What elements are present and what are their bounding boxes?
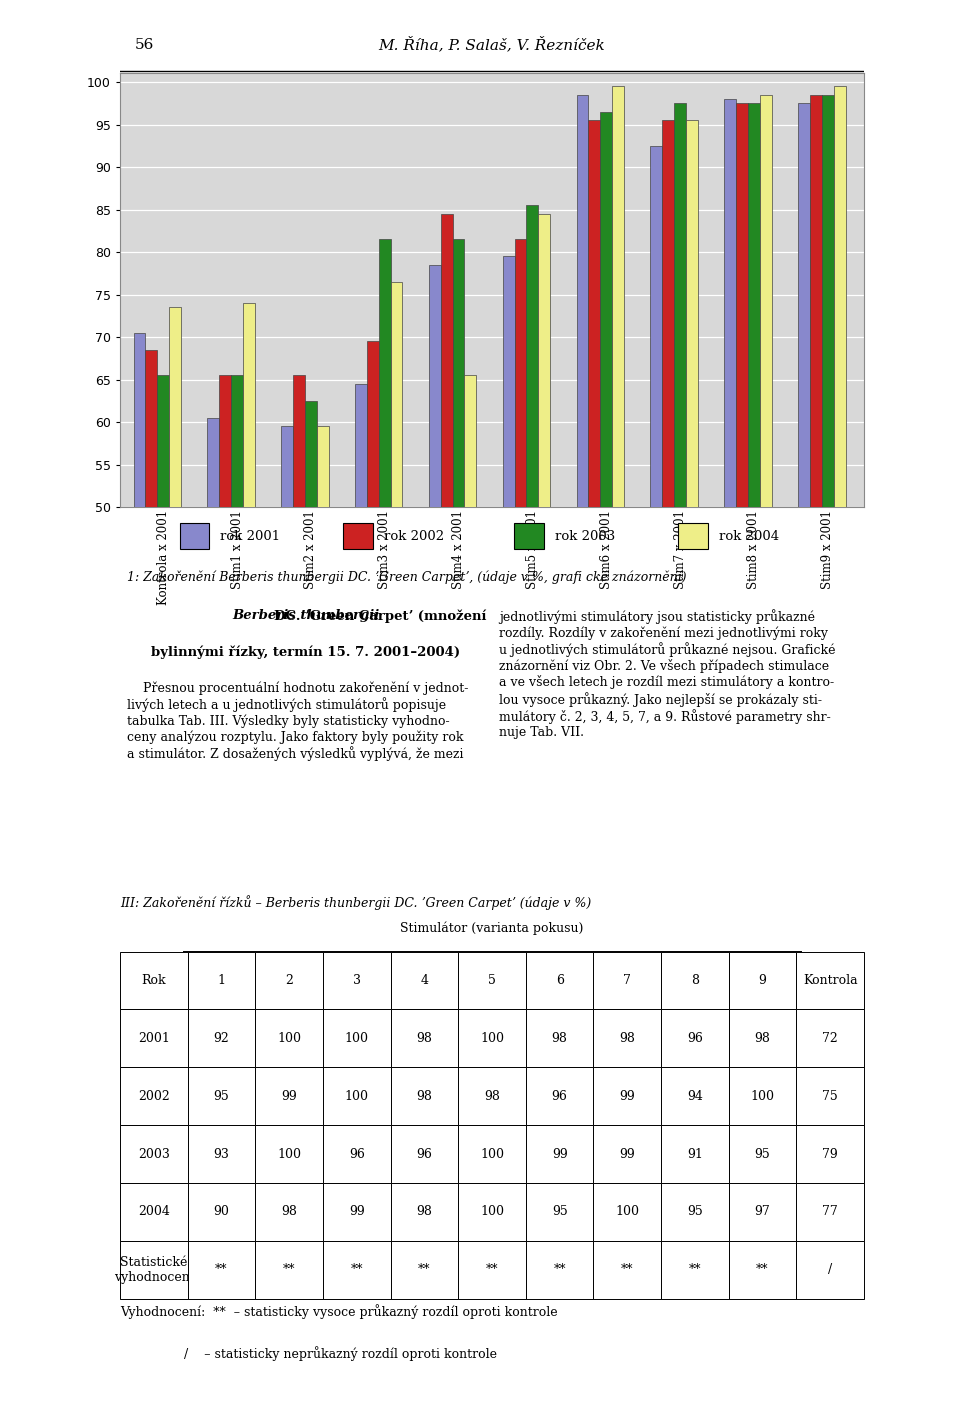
Bar: [317, 426, 328, 932]
Text: rok 2004: rok 2004: [719, 530, 780, 542]
Text: Berberis thunbergii: Berberis thunbergii: [232, 610, 379, 623]
Bar: [429, 265, 441, 932]
Text: /    – statisticky neprůkazný rozdíl oproti kontrole: / – statisticky neprůkazný rozdíl oproti…: [120, 1346, 497, 1361]
Bar: [736, 103, 748, 932]
Bar: [293, 376, 305, 932]
Bar: [588, 120, 600, 932]
Bar: [822, 95, 833, 932]
Bar: [281, 426, 293, 932]
Bar: [833, 86, 846, 932]
Text: Stimulátor (varianta pokusu): Stimulátor (varianta pokusu): [400, 922, 584, 935]
Bar: [600, 112, 612, 932]
Text: rok 2003: rok 2003: [555, 530, 615, 542]
Bar: [503, 257, 515, 932]
Bar: [379, 239, 391, 932]
Bar: [453, 239, 465, 932]
Bar: [367, 342, 379, 932]
Bar: [231, 376, 243, 932]
Bar: [662, 120, 674, 932]
Text: jednotlivými stimulátory jsou statisticky průkazné
rozdíly. Rozdíly v zakořenění: jednotlivými stimulátory jsou statistick…: [499, 610, 836, 738]
Bar: [243, 304, 254, 932]
Bar: [678, 524, 708, 549]
Bar: [798, 103, 810, 932]
Bar: [810, 95, 822, 932]
Text: M. Říha, P. Salaš, V. Řezníček: M. Říha, P. Salaš, V. Řezníček: [378, 37, 606, 52]
Text: 56: 56: [134, 38, 155, 52]
Text: DC. ʼGreen Carpetʼ (množení: DC. ʼGreen Carpetʼ (množení: [126, 610, 487, 623]
Text: rok 2002: rok 2002: [384, 530, 444, 542]
Bar: [441, 213, 453, 932]
Bar: [145, 350, 157, 932]
Bar: [465, 376, 476, 932]
Bar: [674, 103, 686, 932]
Text: rok 2001: rok 2001: [221, 530, 280, 542]
Bar: [207, 418, 219, 932]
Bar: [686, 120, 698, 932]
Bar: [169, 308, 180, 932]
Bar: [748, 103, 760, 932]
Text: Vyhodnocení:  **  – statisticky vysoce průkazný rozdíl oproti kontrole: Vyhodnocení: ** – statisticky vysoce prů…: [120, 1303, 558, 1319]
Text: Přesnou procentuální hodnotu zakořenění v jednot-
livých letech a u jednotlivých: Přesnou procentuální hodnotu zakořenění …: [128, 682, 468, 761]
Bar: [157, 376, 169, 932]
Bar: [725, 99, 736, 932]
Bar: [515, 239, 526, 932]
Bar: [760, 95, 772, 932]
Bar: [305, 401, 317, 932]
Bar: [515, 524, 544, 549]
Bar: [612, 86, 624, 932]
Bar: [651, 145, 662, 932]
Bar: [133, 333, 145, 932]
Bar: [577, 95, 588, 932]
Bar: [526, 205, 539, 932]
Bar: [539, 213, 550, 932]
Text: bylinnými řízky, termín 15. 7. 2001–2004): bylinnými řízky, termín 15. 7. 2001–2004…: [152, 645, 461, 659]
Bar: [355, 384, 367, 932]
Bar: [344, 524, 372, 549]
Text: 1: Zakořenění Berberis thunbergii DC. ʼGreen Carpetʼ, (údaje v %, grafi cké znáz: 1: Zakořenění Berberis thunbergii DC. ʼG…: [128, 570, 687, 585]
Bar: [180, 524, 209, 549]
Bar: [219, 376, 231, 932]
Text: III: Zakořenění řízků – Berberis thunbergii DC. ʼGreen Carpetʼ (údaje v %): III: Zakořenění řízků – Berberis thunber…: [120, 895, 591, 909]
Bar: [391, 282, 402, 932]
